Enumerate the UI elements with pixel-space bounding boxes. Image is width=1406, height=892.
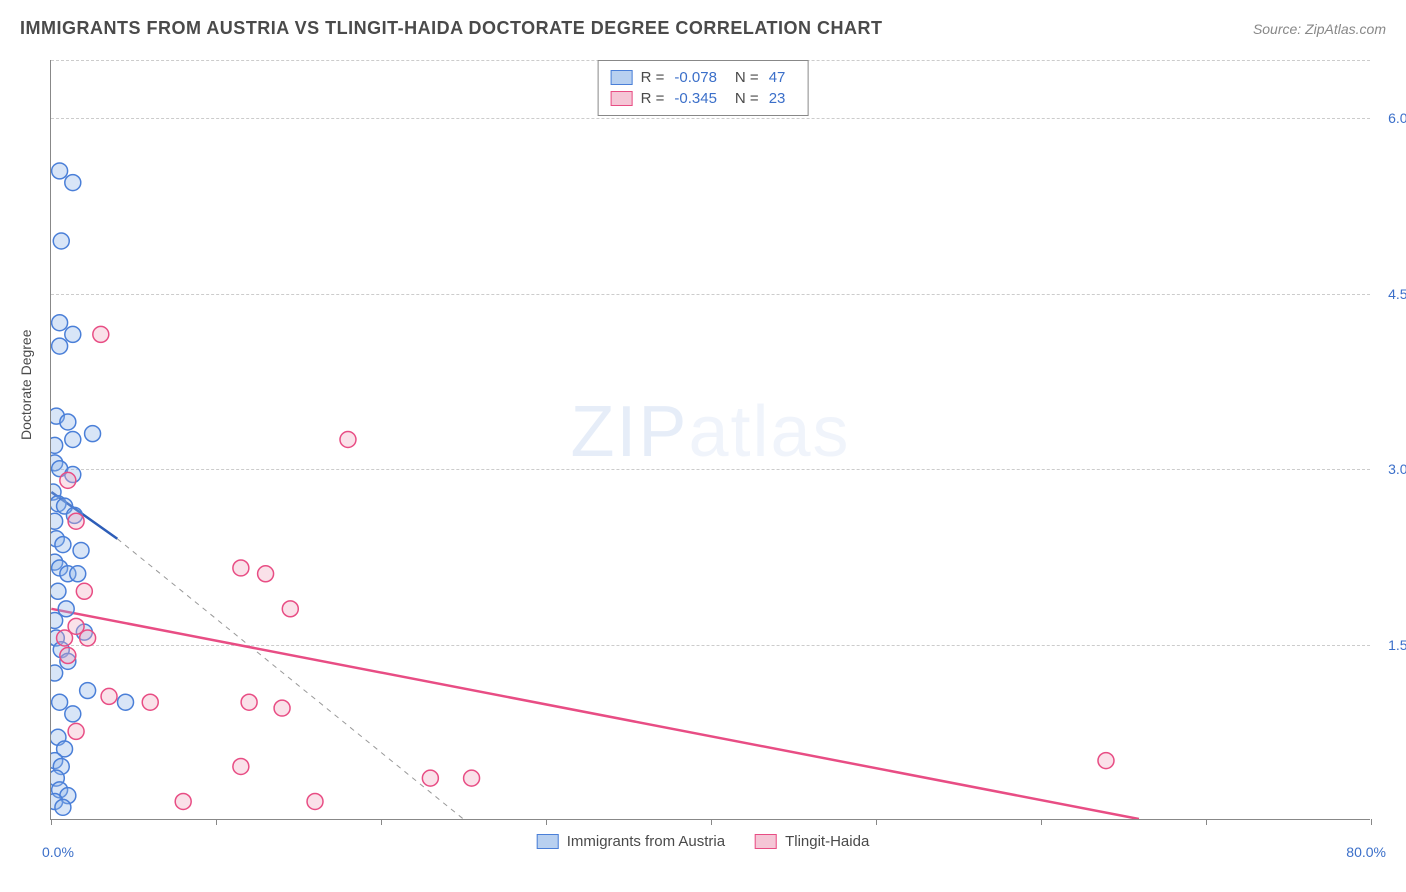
point-austria [65,432,81,448]
x-tick [876,819,877,825]
point-austria [53,233,69,249]
point-austria [51,437,63,453]
x-max-label: 80.0% [1346,844,1386,860]
point-austria [65,706,81,722]
swatch-austria [611,70,633,85]
swatch-tlingit [611,91,633,106]
x-tick [216,819,217,825]
x-tick [1206,819,1207,825]
legend-item-austria: Immigrants from Austria [537,833,725,850]
swatch-austria [537,834,559,849]
n-label: N = [735,90,759,107]
point-austria [51,583,66,599]
legend-label: Immigrants from Austria [567,833,725,850]
point-tlingit [464,770,480,786]
legend-series: Immigrants from Austria Tlingit-Haida [529,831,878,852]
point-austria [118,694,134,710]
point-tlingit [101,688,117,704]
point-austria [85,426,101,442]
point-tlingit [60,472,76,488]
point-tlingit [1098,753,1114,769]
n-label: N = [735,69,759,86]
point-austria [55,537,71,553]
tlingit-trend-solid [51,609,1139,819]
point-austria [65,175,81,191]
legend-item-tlingit: Tlingit-Haida [755,833,869,850]
point-austria [65,326,81,342]
x-tick [546,819,547,825]
chart-title: IMMIGRANTS FROM AUSTRIA VS TLINGIT-HAIDA… [20,18,882,39]
point-tlingit [274,700,290,716]
point-austria [52,315,68,331]
point-tlingit [68,723,84,739]
x-tick [51,819,52,825]
point-tlingit [233,560,249,576]
plot-area: ZIPatlas 1.5%3.0%4.5%6.0% [50,60,1370,820]
legend-row-tlingit: R = -0.345 N = 23 [611,88,796,109]
y-tick-label: 3.0% [1375,461,1406,477]
r-value: -0.345 [674,90,717,107]
y-axis-title: Doctorate Degree [18,329,34,440]
point-tlingit [258,566,274,582]
x-tick [1371,819,1372,825]
point-austria [55,799,71,815]
point-tlingit [241,694,257,710]
x-min-label: 0.0% [42,844,74,860]
point-austria [51,613,63,629]
point-tlingit [80,630,96,646]
legend-row-austria: R = -0.078 N = 47 [611,67,796,88]
point-tlingit [307,793,323,809]
point-austria [60,414,76,430]
n-value: 23 [769,90,786,107]
point-tlingit [233,758,249,774]
x-tick [711,819,712,825]
x-tick [381,819,382,825]
point-tlingit [76,583,92,599]
r-label: R = [641,69,665,86]
point-austria [51,513,63,529]
y-tick-label: 4.5% [1375,286,1406,302]
y-tick-label: 6.0% [1375,110,1406,126]
point-tlingit [142,694,158,710]
legend-correlation: R = -0.078 N = 47 R = -0.345 N = 23 [598,60,809,116]
point-tlingit [282,601,298,617]
point-tlingit [175,793,191,809]
point-austria [51,665,63,681]
point-austria [52,338,68,354]
point-tlingit [60,648,76,664]
x-tick [1041,819,1042,825]
legend-label: Tlingit-Haida [785,833,869,850]
point-tlingit [422,770,438,786]
point-austria [80,683,96,699]
scatter-svg [51,60,1370,819]
point-austria [70,566,86,582]
y-tick-label: 1.5% [1375,637,1406,653]
point-austria [52,694,68,710]
point-tlingit [340,432,356,448]
point-austria [73,542,89,558]
page-header: IMMIGRANTS FROM AUSTRIA VS TLINGIT-HAIDA… [20,18,1386,39]
point-tlingit [68,513,84,529]
source-label: Source: ZipAtlas.com [1253,21,1386,37]
r-label: R = [641,90,665,107]
point-tlingit [93,326,109,342]
r-value: -0.078 [674,69,717,86]
n-value: 47 [769,69,786,86]
point-austria [52,163,68,179]
point-tlingit [57,630,73,646]
swatch-tlingit [755,834,777,849]
